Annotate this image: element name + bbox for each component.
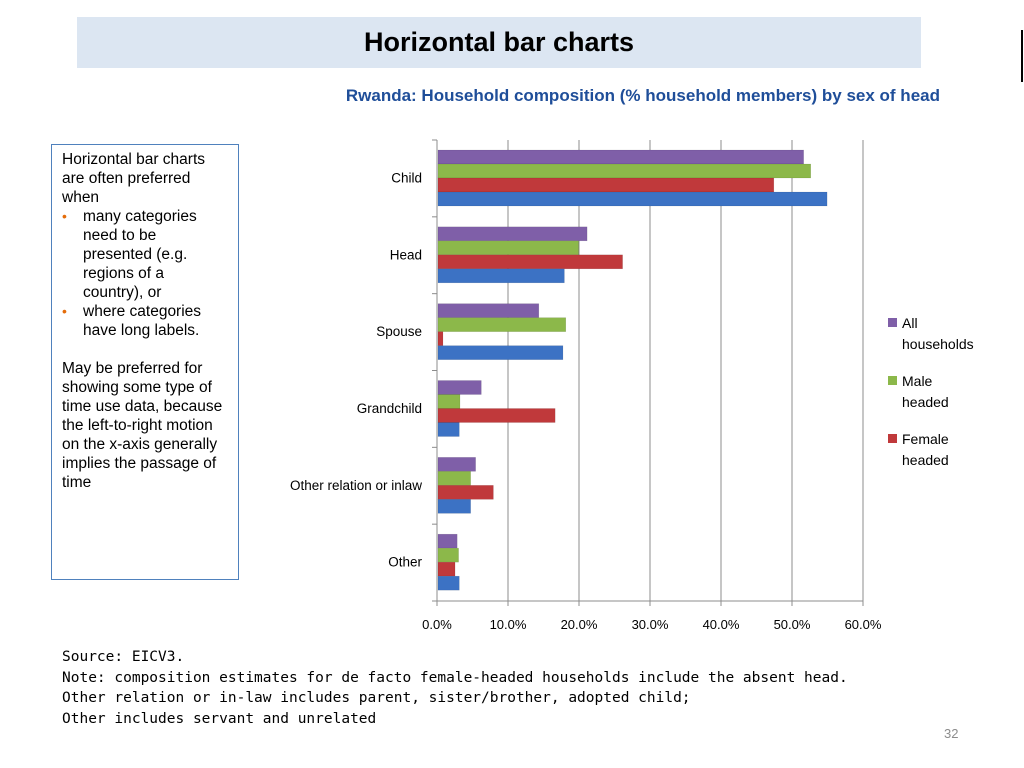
bar [437, 331, 444, 346]
legend-label: headed [902, 452, 949, 468]
bar [437, 268, 565, 284]
bar-chart: 0.0% 10.0% 20.0% 30.0% 40.0% 50.0% 60.0% Child H… [290, 139, 974, 632]
bar [437, 177, 775, 193]
bar [437, 533, 458, 549]
source-notes: Source: EICV3. Note: composition estimat… [62, 647, 848, 729]
bullet-text: where categories have long labels. [83, 303, 202, 339]
note-line: Other includes servant and unrelated [62, 710, 377, 727]
bullet-item: • many categories need to be presented (e… [62, 207, 228, 302]
intro-text: Horizontal bar charts are often preferre… [62, 151, 206, 206]
legend-label: headed [902, 394, 949, 410]
legend-label: Male [902, 373, 933, 389]
bar [437, 575, 460, 591]
x-tick-label: 40.0% [703, 617, 740, 632]
bar [437, 303, 540, 318]
legend-label: All [902, 315, 918, 331]
bullet-icon: • [62, 303, 67, 319]
note-line: Source: EICV3. [62, 649, 185, 665]
note-line: Other relation or in-law includes parent… [62, 690, 691, 706]
x-tick-label: 0.0% [422, 617, 452, 632]
bar [437, 254, 623, 270]
edge-line [1021, 30, 1023, 82]
bullet-text: many categories need to be presented (e.… [83, 208, 197, 301]
description-textbox: Horizontal bar charts are often preferre… [51, 144, 239, 580]
title-banner: Horizontal bar charts [77, 17, 921, 68]
category-label: Child [391, 170, 422, 185]
category-label: Spouse [376, 324, 422, 339]
bar [437, 345, 564, 360]
legend-swatch [888, 434, 897, 443]
bullet-item: • where categories have long labels. [62, 302, 228, 340]
legend-label: households [902, 336, 974, 352]
page-number: 32 [944, 726, 959, 741]
legend-swatch [888, 318, 897, 327]
note-line: Note: composition estimates for de facto… [62, 669, 848, 686]
slide-title: Horizontal bar charts [363, 27, 635, 57]
category-label: Grandchild [357, 401, 422, 416]
bar [437, 394, 461, 409]
x-tick-label: 20.0% [561, 617, 598, 632]
x-tick-label: 60.0% [845, 617, 882, 632]
bar [437, 380, 482, 395]
bar [437, 226, 588, 242]
legend-label: Female [902, 431, 949, 447]
bar [437, 191, 828, 207]
bar [437, 422, 460, 437]
bar [437, 471, 471, 486]
bar [437, 457, 476, 472]
legend-swatch [888, 376, 897, 385]
bar [437, 317, 567, 332]
category-label: Head [390, 247, 422, 262]
x-tick-label: 50.0% [774, 617, 811, 632]
x-tick-label: 10.0% [490, 617, 527, 632]
bar [437, 499, 471, 514]
bar [437, 408, 556, 423]
x-tick-label: 30.0% [632, 617, 669, 632]
paragraph-text: May be preferred for showing some type o… [62, 360, 223, 491]
bar [437, 163, 811, 179]
category-label: Other relation or inlaw [290, 478, 422, 493]
bullet-icon: • [62, 208, 67, 224]
bullet-list: • many categories need to be presented (e… [62, 207, 228, 340]
bar [437, 240, 579, 256]
bar [437, 485, 494, 500]
category-label: Other [388, 555, 422, 570]
bar [437, 561, 456, 577]
bar [437, 149, 804, 165]
bar [437, 547, 459, 563]
chart-title: Rwanda: Household composition (% househo… [345, 86, 940, 105]
